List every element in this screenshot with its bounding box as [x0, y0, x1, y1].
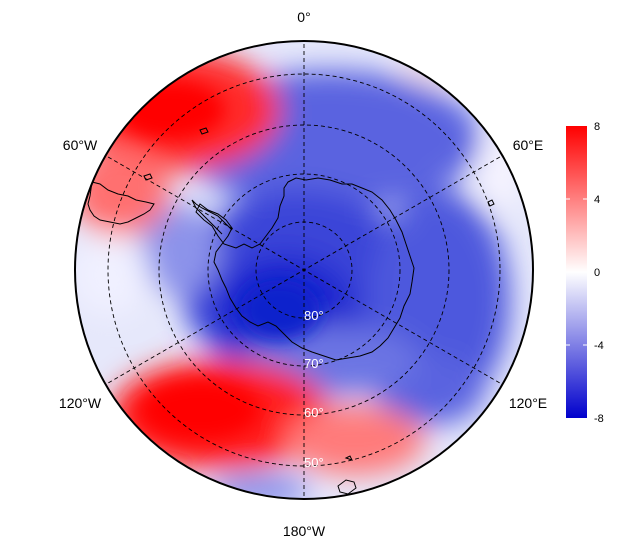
colorbar-tick-8: 8: [594, 121, 600, 133]
lon-label-upper-left: 60°W: [63, 137, 98, 153]
lon-label-top: 0°: [297, 9, 310, 25]
lat-circle-50: [107, 73, 501, 467]
colorbar: 8 4 0 -4 -8: [566, 121, 604, 425]
new-zealand-south: [337, 479, 357, 495]
lat-label-70: 70°: [304, 356, 324, 371]
latitude-labels: 80° 70° 60° 50°: [304, 308, 324, 470]
colorbar-gradient: [566, 126, 587, 418]
lat-label-50: 50°: [304, 455, 324, 470]
meridian-60e-120w: [95, 149, 513, 391]
lat-label-80: 80°: [304, 308, 324, 323]
lat-label-60: 60°: [304, 405, 324, 420]
colorbar-tick-neg8: -8: [594, 413, 604, 425]
graticule: [95, 41, 513, 499]
lon-label-lower-right: 120°E: [509, 395, 547, 411]
south-america-tip: [87, 181, 155, 225]
lon-label-lower-left: 120°W: [59, 395, 102, 411]
longitude-labels: 0° 180°W 60°W 60°E 120°W 120°E: [59, 9, 547, 539]
antarctic-peninsula: [191, 199, 233, 235]
colorbar-tick-neg4: -4: [594, 340, 604, 352]
colorbar-tick-4: 4: [594, 194, 600, 206]
antarctica-coastline: [195, 177, 415, 361]
map-boundary: [74, 40, 534, 500]
coastlines: [87, 127, 495, 495]
lon-label-bottom: 180°W: [283, 523, 326, 539]
lon-label-upper-right: 60°E: [513, 137, 544, 153]
colorbar-tick-0: 0: [594, 267, 600, 279]
macquarie-island: [344, 455, 353, 461]
south-georgia: [199, 127, 209, 135]
kerguelen-island: [487, 199, 495, 207]
